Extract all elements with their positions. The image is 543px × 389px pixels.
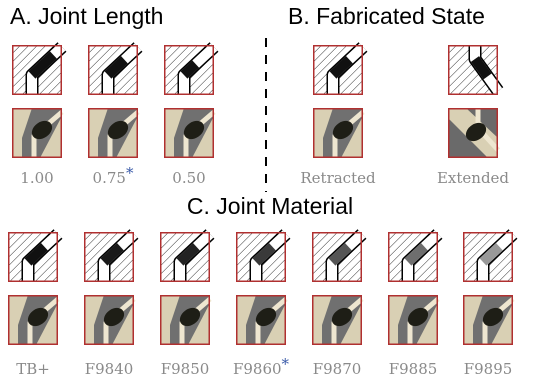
joint-photo [313,108,363,158]
joint-diagram [388,232,438,282]
label-text: F9885 [389,360,438,378]
item-label: 1.00 [20,169,53,187]
label-text: Extended [437,169,509,187]
item-label: F9895 [464,360,513,378]
joint-diagram [312,232,362,282]
panel-title: B. Fabricated State [288,3,485,29]
item-label: TB+ [16,360,50,378]
joint-diagram [160,232,210,282]
label-text: TB+ [16,360,50,378]
joint-photo [448,108,498,158]
label-text: F9870 [313,360,362,378]
joint-diagram [236,232,286,282]
joint-photo [12,108,62,158]
item-label: F9885 [389,360,438,378]
joint-photo [160,295,210,345]
joint-photo [236,295,286,345]
joint-diagram [313,45,363,95]
joint-photo [88,108,138,158]
item-label: Extended [437,169,509,187]
label-text: Retracted [300,169,376,187]
label-text: 0.75 [93,169,126,187]
joint-photo [463,295,513,345]
item-label: F9850 [161,360,210,378]
label-marker: * [126,164,134,182]
label-marker: * [282,355,290,373]
joint-diagram [448,45,498,95]
label-text: F9850 [161,360,210,378]
joint-diagram [84,232,134,282]
label-text: F9895 [464,360,513,378]
joint-diagram [463,232,513,282]
item-label: Retracted [300,169,376,187]
joint-diagram [12,45,62,95]
label-text: F9860 [233,360,282,378]
item-label: 0.50 [172,169,205,187]
item-label: 0.75* [93,164,134,187]
item-label: F9860* [233,355,290,378]
joint-photo [84,295,134,345]
joint-diagram [8,232,58,282]
figure: A. Joint Length1.000.75*0.50B. Fabricate… [0,0,543,389]
panel-title: A. Joint Length [10,3,163,29]
joint-photo [388,295,438,345]
joint-photo [164,108,214,158]
joint-diagram [164,45,214,95]
label-text: 1.00 [20,169,53,187]
label-text: 0.50 [172,169,205,187]
joint-photo [312,295,362,345]
label-text: F9840 [85,360,134,378]
item-label: F9840 [85,360,134,378]
joint-diagram [88,45,138,95]
joint-photo [8,295,58,345]
panel-title: C. Joint Material [187,193,353,219]
item-label: F9870 [313,360,362,378]
